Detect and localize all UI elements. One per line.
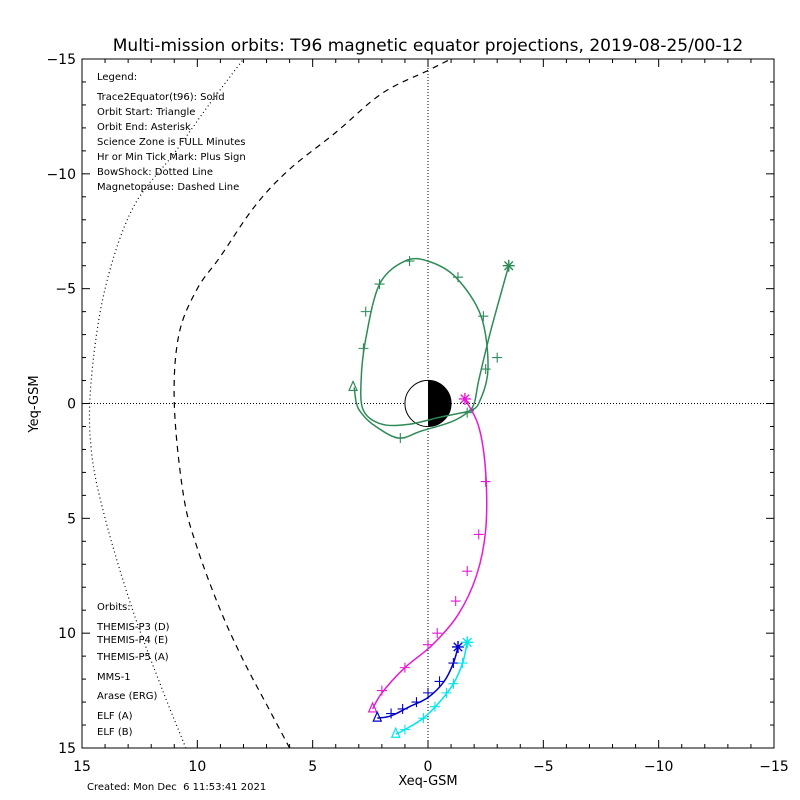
orbit-start-marker <box>367 701 378 713</box>
orbit-tick-mark <box>386 708 397 719</box>
created-timestamp: Created: Mon Dec 6 11:53:41 2021 <box>87 782 266 793</box>
legend-heading: Legend: <box>97 72 137 83</box>
x-tick-label: 0 <box>424 759 433 775</box>
orbit-start-marker <box>372 710 383 722</box>
orbit-end-marker <box>458 392 471 405</box>
x-tick-label: 5 <box>308 759 317 775</box>
orbit-legend-item: ELF (A) <box>97 711 133 722</box>
y-tick-label: 0 <box>67 397 76 413</box>
orbit-tick-mark <box>374 279 385 290</box>
orbit-tick-mark <box>423 687 433 698</box>
legend-item: BowShock: Dotted Line <box>97 167 213 178</box>
orbit-track <box>372 640 464 722</box>
orbit-tick-mark <box>397 703 408 714</box>
orbit-end-marker <box>461 636 474 649</box>
orbit-end-marker <box>502 259 515 272</box>
orbit-tick-mark <box>376 685 387 696</box>
orbit-tick-mark <box>450 596 461 607</box>
orbit-start-marker <box>390 726 401 738</box>
legend-item: Trace2Equator(t96): Solid <box>96 92 225 103</box>
orbit-tick-mark <box>432 628 443 639</box>
orbit-tick-mark <box>478 311 489 322</box>
y-tick-label: −15 <box>46 52 76 68</box>
legend-item: Hr or Min Tick Mark: Plus Sign <box>97 152 246 163</box>
orbit-track <box>390 636 474 738</box>
chart-title: Multi-mission orbits: T96 magnetic equat… <box>113 36 744 56</box>
orbit-tick-mark <box>434 676 445 687</box>
orbit-track <box>348 259 515 443</box>
x-tick-label: −15 <box>759 759 789 775</box>
orbit-tick-mark <box>358 343 369 354</box>
orbit-tick-mark <box>423 639 433 650</box>
orbit-tick-mark <box>429 701 440 712</box>
orbit-tick-mark <box>404 256 415 267</box>
orbit-tick-mark <box>448 678 459 689</box>
orbit-track <box>367 392 491 713</box>
orbit-line <box>353 265 510 439</box>
orbit-legend-item: THEMIS-P4 (E) <box>96 635 168 646</box>
orbit-legend-item: Arase (ERG) <box>97 691 158 702</box>
x-tick-label: 15 <box>73 759 91 775</box>
orbit-legend-item: THEMIS-P3 (D) <box>96 622 170 633</box>
orbit-tick-mark <box>492 352 503 363</box>
orbit-tick-mark <box>399 662 410 673</box>
orbits-heading: Orbits: <box>97 602 131 613</box>
orbit-tick-mark <box>462 566 473 577</box>
legend-item: Magnetopause: Dashed Line <box>97 182 239 193</box>
orbit-tick-mark <box>395 432 406 443</box>
orbit-start-marker <box>348 379 358 392</box>
orbit-line <box>371 398 488 710</box>
earth-nightside <box>428 380 452 427</box>
y-tick-label: 10 <box>58 626 76 642</box>
y-tick-label: −5 <box>55 282 76 298</box>
orbit-tick-mark <box>480 476 491 487</box>
x-tick-label: −5 <box>533 759 554 775</box>
legend-item: Science Zone is FULL Minutes <box>97 137 246 148</box>
orbit-tick-mark <box>441 687 452 698</box>
legend-item: Orbit Start: Triangle <box>97 107 195 118</box>
x-tick-label: −10 <box>644 759 674 775</box>
x-axis-ticks: 15 10 5 0 −5 −10 −15 <box>73 59 789 775</box>
orbit-tick-mark <box>452 272 463 283</box>
orbit-tick-mark <box>448 658 459 669</box>
orbit-legend-item: MMS-1 <box>97 672 131 683</box>
orbit-line <box>395 642 468 735</box>
legend: Legend: Trace2Equator(t96): Solid Orbit … <box>96 72 246 193</box>
y-axis-ticks: −15 −10 −5 0 5 10 15 <box>46 52 774 757</box>
y-tick-label: −10 <box>46 167 76 183</box>
x-axis-label: Xeq-GSM <box>398 774 457 789</box>
orbit-tick-mark <box>473 529 484 540</box>
y-tick-label: 15 <box>58 741 76 757</box>
x-tick-label: 10 <box>188 759 206 775</box>
orbit-legend-item: THEMIS-P5 (A) <box>96 652 169 663</box>
orbit-end-marker <box>451 640 464 653</box>
orbit-tick-mark <box>360 306 371 317</box>
orbit-tick-mark <box>457 658 468 669</box>
orbit-series <box>348 256 515 738</box>
orbit-track <box>358 256 491 427</box>
earth-icon <box>404 379 452 428</box>
orbit-tick-mark <box>411 697 422 708</box>
orbit-tick-mark <box>399 724 410 735</box>
orbit-tick-mark <box>418 713 429 724</box>
y-axis-label: Yeq-GSM <box>27 375 42 433</box>
orbits-legend: Orbits: THEMIS-P3 (D) THEMIS-P4 (E) THEM… <box>96 602 170 738</box>
legend-item: Orbit End: Asterisk <box>97 122 191 133</box>
y-tick-label: 5 <box>67 511 76 527</box>
orbit-legend-item: ELF (B) <box>97 727 133 738</box>
orbit-tick-mark <box>480 364 491 375</box>
